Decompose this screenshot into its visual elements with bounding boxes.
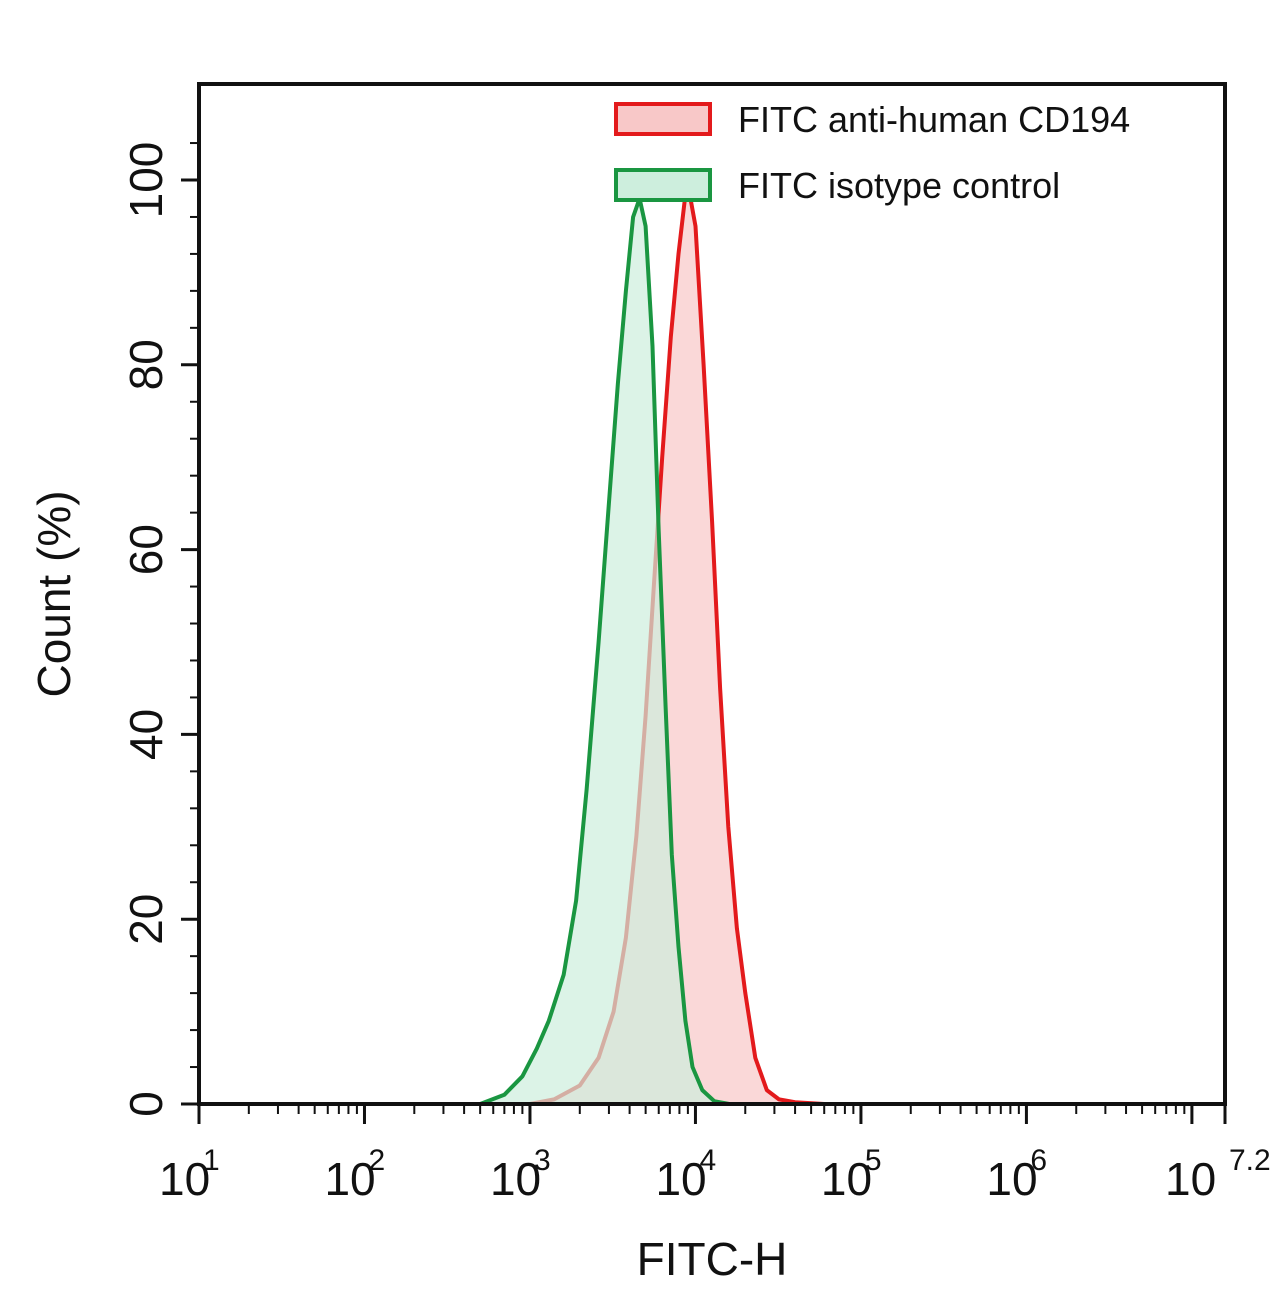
series-area-0	[530, 180, 825, 1104]
y-tick-label: 0	[120, 1091, 172, 1117]
legend-swatch-1	[614, 168, 712, 202]
plot-frame	[197, 82, 1227, 1106]
legend-label-0: FITC anti-human CD194	[738, 99, 1130, 140]
y-tick-label: 100	[120, 142, 172, 219]
y-tick-label: 40	[120, 709, 172, 760]
x-tick-label: 10	[324, 1153, 375, 1205]
x-tick-label: 10	[159, 1153, 210, 1205]
x-tick-label: 10	[490, 1153, 541, 1205]
y-tick-label: 60	[120, 524, 172, 575]
legend: FITC anti-human CD194 FITC isotype contro…	[614, 99, 1130, 206]
x-tick-label: 10	[1165, 1153, 1216, 1205]
series-area-1	[480, 198, 730, 1104]
x-tick-exponent: 6	[1030, 1144, 1047, 1177]
series-layer	[479, 178, 825, 1106]
x-tick-label: 10	[655, 1153, 706, 1205]
legend-swatch-0	[614, 102, 712, 136]
x-tick-label: 10	[986, 1153, 1037, 1205]
x-tick-exponent: 4	[699, 1144, 716, 1177]
x-tick-exponent: 5	[865, 1144, 882, 1177]
x-tick-exponent: 7.2	[1229, 1144, 1271, 1177]
x-axis-title: FITC-H	[637, 1233, 788, 1285]
y-tick-label: 80	[120, 339, 172, 390]
y-axis-title: Count (%)	[28, 490, 80, 697]
x-tick-exponent: 2	[368, 1144, 385, 1177]
series-line-1	[479, 196, 730, 1106]
legend-label-1: FITC isotype control	[738, 165, 1060, 206]
x-tick-exponent: 1	[203, 1144, 220, 1177]
y-tick-label: 20	[120, 894, 172, 945]
x-tick-label: 10	[821, 1153, 872, 1205]
x-tick-exponent: 3	[534, 1144, 551, 1177]
